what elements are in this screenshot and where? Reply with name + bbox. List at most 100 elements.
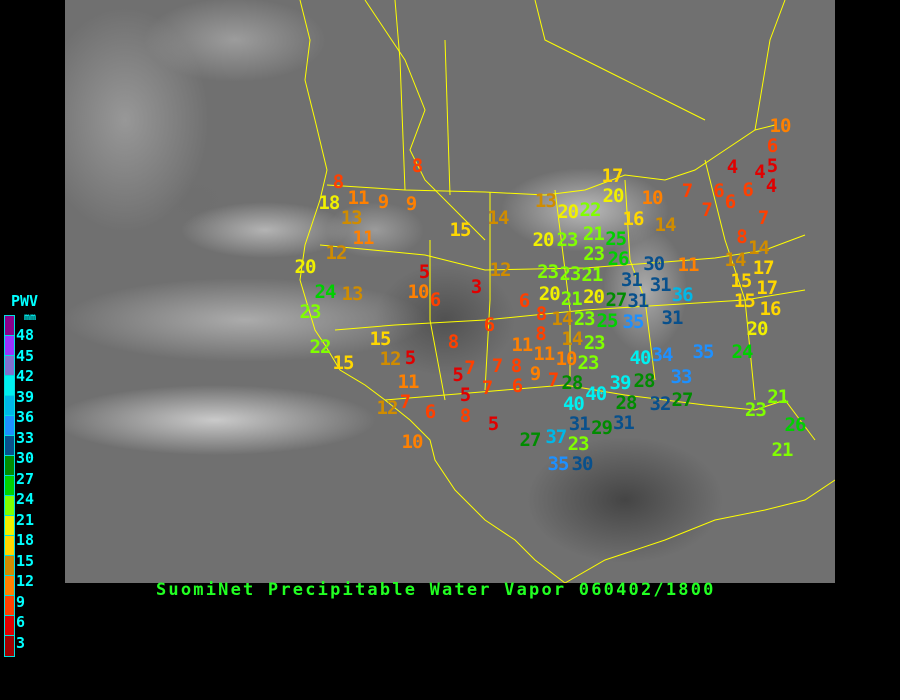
color-scale-label: 42 <box>16 367 35 385</box>
station-pwv-value: 23 <box>583 243 605 266</box>
station-pwv-value: 21 <box>560 287 583 310</box>
station-pwv-value: 7 <box>491 354 503 377</box>
station-pwv-value: 11 <box>677 253 700 276</box>
station-pwv-value: 30 <box>643 253 665 276</box>
station-pwv-value: 5 <box>459 384 471 407</box>
station-pwv-value: 8 <box>332 171 344 194</box>
station-pwv-value: 12 <box>379 348 402 371</box>
station-pwv-value: 10 <box>401 430 424 453</box>
color-scale-segment <box>5 416 14 436</box>
color-scale-label: 27 <box>16 469 35 488</box>
color-scale-segment <box>5 456 14 476</box>
station-pwv-value: 14 <box>724 249 747 272</box>
station-pwv-value: 23 <box>556 228 579 251</box>
station-pwv-value: 7 <box>399 390 411 413</box>
color-scale-segment <box>5 336 14 356</box>
station-pwv-value: 37 <box>545 425 567 448</box>
station-pwv-value: 20 <box>538 282 561 305</box>
station-pwv-value: 28 <box>561 372 583 395</box>
station-pwv-value: 15 <box>733 289 756 312</box>
station-pwv-value: 8 <box>535 322 546 345</box>
station-pwv-value: 21 <box>582 223 605 246</box>
map-border-lines <box>299 0 835 583</box>
station-pwv-value: 6 <box>713 179 724 202</box>
station-pwv-value: 31 <box>649 273 672 296</box>
color-scale-segment <box>5 316 14 336</box>
station-pwv-value: 9 <box>529 363 541 386</box>
station-pwv-value: 20 <box>294 255 317 278</box>
station-pwv-value: 6 <box>424 400 436 423</box>
station-pwv-value: 24 <box>314 280 337 303</box>
station-pwv-value: 16 <box>759 297 782 320</box>
station-pwv-value: 5 <box>418 260 430 283</box>
color-scale-label: 24 <box>16 490 35 508</box>
station-pwv-value: 14 <box>551 307 573 330</box>
station-pwv-value: 12 <box>489 258 512 281</box>
color-scale-segment <box>5 496 14 516</box>
station-pwv-value: 5 <box>404 346 416 369</box>
color-scale-segment <box>5 596 14 616</box>
station-pwv-value: 15 <box>369 327 392 350</box>
station-pwv-value: 13 <box>534 189 557 212</box>
color-scale-label: 18 <box>16 531 35 549</box>
station-pwv-value: 18 <box>318 191 340 214</box>
color-scale-segment <box>5 556 14 576</box>
station-pwv-value: 27 <box>671 388 694 411</box>
station-pwv-value: 21 <box>771 438 794 461</box>
color-scale-segment <box>5 396 14 416</box>
color-scale-label: 21 <box>16 510 35 529</box>
station-pwv-value: 6 <box>766 134 778 157</box>
station-pwv-value: 27 <box>519 428 542 451</box>
station-pwv-value: 5 <box>487 412 499 435</box>
station-pwv-value: 23 <box>573 307 596 330</box>
station-pwv-value: 40 <box>629 346 652 369</box>
station-pwv-value: 11 <box>533 343 555 366</box>
station-pwv-value: 23 <box>567 433 590 456</box>
station-pwv-value: 8 <box>535 302 547 325</box>
station-pwv-value: 31 <box>568 412 591 435</box>
station-pwv-value: 24 <box>731 340 754 363</box>
station-pwv-value: 10 <box>407 281 430 304</box>
station-pwv-value: 32 <box>649 392 672 415</box>
station-pwv-value: 36 <box>671 283 694 306</box>
station-pwv-value: 3 <box>470 275 482 298</box>
station-pwv-value: 7 <box>547 368 559 391</box>
station-pwv-value: 14 <box>561 328 583 351</box>
color-scale-label: 9 <box>16 592 26 611</box>
station-pwv-value: 40 <box>562 392 585 415</box>
station-pwv-value: 4 <box>726 155 738 178</box>
station-pwv-value: 8 <box>510 354 522 377</box>
station-pwv-value: 23 <box>299 301 322 324</box>
color-scale-label: 36 <box>16 408 35 426</box>
station-pwv-value: 28 <box>633 369 656 392</box>
station-pwv-value: 31 <box>620 268 643 291</box>
station-pwv-value: 6 <box>511 374 523 397</box>
station-pwv-value: 11 <box>347 186 370 209</box>
legend-title: PWV <box>11 292 39 310</box>
color-scale-segment <box>5 576 14 596</box>
station-pwv-value: 12 <box>325 241 348 264</box>
station-pwv-value: 9 <box>405 192 417 215</box>
station-pwv-value: 7 <box>757 206 769 229</box>
color-scale-segment <box>5 516 14 536</box>
color-scale-segment <box>5 536 14 556</box>
station-pwv-value: 6 <box>742 178 753 201</box>
station-pwv-value: 21 <box>581 263 603 286</box>
station-pwv-value: 34 <box>651 343 674 366</box>
color-scale-segment <box>5 376 14 396</box>
station-pwv-value: 20 <box>557 200 579 223</box>
station-pwv-value: 6 <box>483 313 495 336</box>
color-scale-segment <box>5 436 14 456</box>
color-scale-label: 30 <box>16 449 35 467</box>
station-pwv-value: 6 <box>429 288 441 311</box>
station-pwv-value: 15 <box>449 218 472 241</box>
station-pwv-value: 7 <box>681 179 693 202</box>
station-pwv-value: 10 <box>641 186 664 209</box>
station-pwv-value: 20 <box>746 317 769 340</box>
station-pwv-value: 31 <box>612 412 635 435</box>
station-pwv-value: 22 <box>309 335 332 358</box>
color-scale-label: 48 <box>16 326 35 344</box>
station-pwv-value: 12 <box>376 396 399 419</box>
station-pwv-value: 6 <box>724 190 736 213</box>
station-pwv-value: 26 <box>784 413 807 436</box>
